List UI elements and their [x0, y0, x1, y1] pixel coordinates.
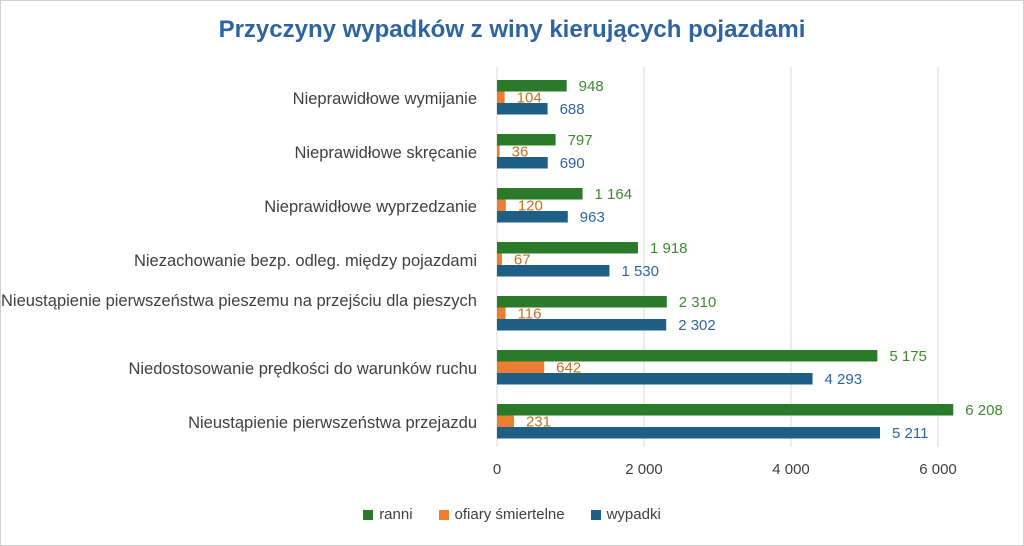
- category-label: Nieustąpienie pierwszeństwa przejazdu: [188, 413, 477, 432]
- data-label: 2 310: [679, 294, 717, 311]
- data-label: 116: [518, 306, 542, 323]
- data-label: 1 164: [595, 186, 633, 203]
- legend-item: wypadki: [590, 506, 661, 523]
- legend-label: ofiary śmiertelne: [454, 506, 565, 523]
- bar-ofiary-śmiertelne: [497, 145, 500, 157]
- data-label: 1 918: [650, 240, 688, 257]
- data-label: 688: [560, 101, 585, 118]
- legend-swatch: [363, 509, 374, 520]
- bar-ranni: [497, 296, 667, 308]
- bar-ofiary-śmiertelne: [497, 91, 505, 103]
- data-label: 797: [568, 132, 593, 149]
- bar-wypadki: [497, 427, 881, 439]
- bar-ranni: [497, 80, 567, 92]
- data-label: 36: [512, 144, 529, 161]
- category-label: Nieprawidłowe wyprzedzanie: [264, 197, 477, 216]
- bar-ofiary-śmiertelne: [497, 361, 545, 373]
- data-label: 5 175: [889, 348, 927, 365]
- legend-item: ranni: [363, 506, 413, 523]
- data-label: 963: [580, 209, 605, 226]
- data-label: 231: [526, 414, 551, 431]
- bar-ofiary-śmiertelne: [497, 253, 502, 265]
- bar-ofiary-śmiertelne: [497, 199, 506, 211]
- bar-wypadki: [497, 265, 610, 277]
- data-label: 948: [579, 78, 604, 95]
- legend-swatch: [438, 509, 449, 520]
- legend-item: ofiary śmiertelne: [438, 506, 565, 523]
- bar-ofiary-śmiertelne: [497, 415, 514, 427]
- data-label: 5 211: [892, 425, 928, 442]
- data-label: 642: [556, 360, 581, 377]
- legend: ranni ofiary śmiertelne wypadki: [0, 506, 1024, 523]
- data-label: 1 530: [621, 263, 659, 280]
- bar-ranni: [497, 350, 878, 362]
- x-tick-label: 2 000: [625, 461, 663, 478]
- bar-wypadki: [497, 373, 813, 385]
- category-label: Niezachowanie bezp. odleg. między pojazd…: [133, 251, 477, 270]
- data-label: 6 208: [965, 402, 1003, 419]
- bar-ranni: [497, 404, 954, 416]
- data-label: 104: [517, 90, 542, 107]
- category-label: Nieustąpienie pierwszeństwa pieszemu na …: [1, 292, 477, 310]
- bar-ranni: [497, 188, 583, 200]
- data-label: 67: [514, 252, 531, 269]
- bar-ranni: [497, 134, 556, 146]
- data-label: 120: [518, 198, 543, 215]
- data-label: 690: [560, 155, 585, 172]
- legend-label: wypadki: [606, 506, 661, 523]
- category-label: Nieprawidłowe skręcanie: [294, 143, 478, 162]
- data-label: 4 293: [825, 371, 863, 388]
- x-tick-label: 6 000: [919, 461, 957, 478]
- x-tick-label: 4 000: [772, 461, 810, 478]
- bar-wypadki: [497, 211, 568, 223]
- bar-wypadki: [497, 157, 548, 169]
- category-label: Niedostosowanie prędkości do warunków ru…: [128, 359, 477, 378]
- chart-title: Przyczyny wypadków z winy kierujących po…: [218, 16, 806, 43]
- legend-label: ranni: [379, 506, 413, 523]
- bar-wypadki: [497, 103, 548, 115]
- category-label: Nieprawidłowe wymijanie: [292, 89, 477, 108]
- bar-wypadki: [497, 319, 667, 331]
- bar-ofiary-śmiertelne: [497, 307, 506, 319]
- bar-ranni: [497, 242, 638, 254]
- x-tick-label: 0: [493, 461, 501, 478]
- data-label: 2 302: [678, 317, 716, 334]
- legend-swatch: [590, 509, 601, 520]
